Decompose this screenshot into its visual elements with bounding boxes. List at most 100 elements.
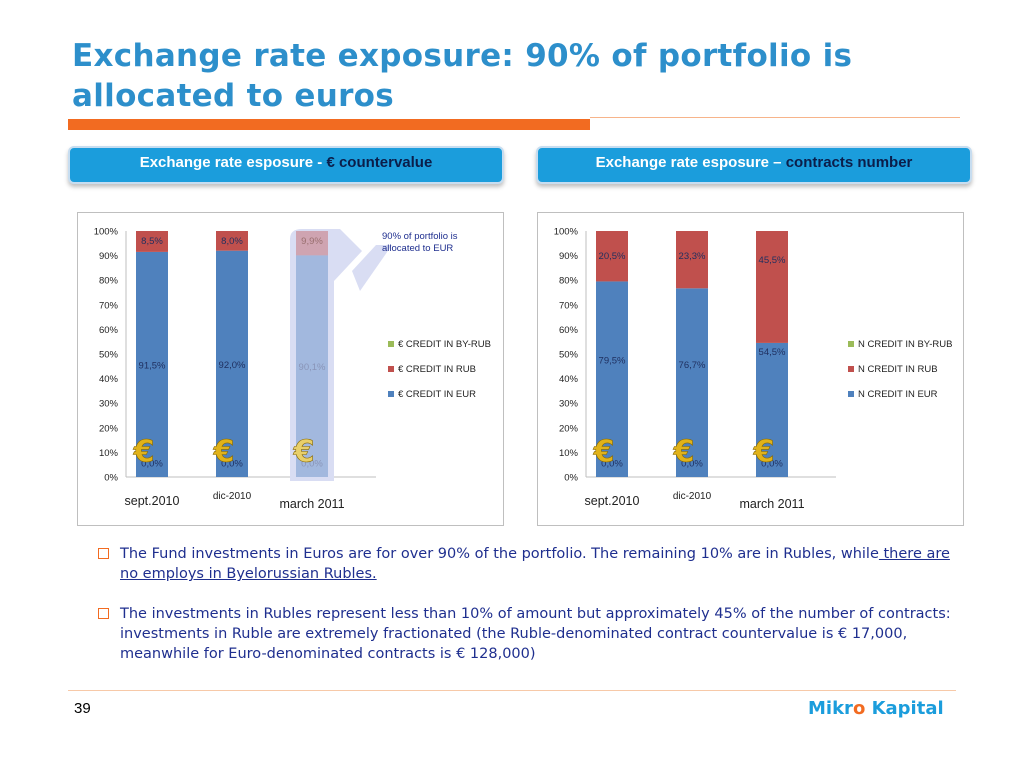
y-tick-label: 30% xyxy=(99,399,119,410)
bar--credit-in-eur xyxy=(296,255,328,477)
data-label-eur: 79,5% xyxy=(599,356,626,367)
y-tick-label: 20% xyxy=(559,423,579,434)
y-tick-label: 70% xyxy=(99,300,119,311)
data-label-eur: 54,5% xyxy=(759,347,786,358)
bar--credit-in-eur xyxy=(136,251,168,477)
title-underline xyxy=(68,119,590,130)
legend-label: € CREDIT IN RUB xyxy=(398,364,476,375)
y-tick-label: 60% xyxy=(99,325,119,336)
y-tick-label: 90% xyxy=(559,251,579,262)
legend-swatch xyxy=(848,366,854,372)
y-tick-label: 40% xyxy=(559,374,579,385)
bullet-text: The investments in Rubles represent less… xyxy=(120,606,951,662)
footer-divider xyxy=(68,690,956,691)
brand-text-2: Kapital xyxy=(865,698,944,719)
data-label-eur: 92,0% xyxy=(219,360,246,371)
chart-contracts: 0% 10% 20% 30% 40% 50% 60% 70% 80% 90% 100% 79,5% 20… xyxy=(537,212,964,526)
bar--credit-in-rub xyxy=(136,231,168,252)
euro-icon: € xyxy=(213,434,235,469)
bullet-square-icon xyxy=(98,608,109,619)
y-tick-label: 80% xyxy=(559,276,579,287)
legend-label: € CREDIT IN EUR xyxy=(398,389,476,400)
data-label-by-rub: 0,0% xyxy=(221,459,243,470)
tab-countervalue-bold: € countervalue xyxy=(326,154,433,171)
chart-countervalue: 0% 10% 20% 30% 40% 50% 60% 70% 80% 90% 100% 91,5% 8,… xyxy=(77,212,504,526)
category-label: sept.2010 xyxy=(585,494,640,508)
data-label-rub: 8,0% xyxy=(221,236,243,247)
y-tick-label: 0% xyxy=(564,473,578,484)
data-label-eur: 91,5% xyxy=(139,360,166,371)
data-label-by-rub: 0,0% xyxy=(301,459,323,470)
tab-countervalue-lead: Exchange rate esposure - xyxy=(139,154,327,171)
bar-n-credit-in-rub xyxy=(756,231,788,343)
data-label-rub: 45,5% xyxy=(759,255,786,266)
bar--credit-in-rub xyxy=(216,231,248,251)
category-label: dic-2010 xyxy=(213,491,252,502)
page-number: 39 xyxy=(74,700,91,717)
data-label-by-rub: 0,0% xyxy=(761,459,783,470)
chart-contracts-svg: 0% 10% 20% 30% 40% 50% 60% 70% 80% 90% 100% 79,5% 20… xyxy=(554,227,953,512)
data-label-rub: 9,9% xyxy=(301,236,323,247)
legend-swatch xyxy=(848,341,854,347)
bullet-square-icon xyxy=(98,548,109,559)
bullet-item-euros: The Fund investments in Euros are for ov… xyxy=(98,544,958,584)
bar--credit-in-rub xyxy=(296,231,328,256)
title-underline-thin xyxy=(590,117,960,118)
euro-icon: € xyxy=(293,434,315,469)
legend-label: € CREDIT IN BY-RUB xyxy=(398,339,491,350)
tab-countervalue[interactable]: Exchange rate esposure - € countervalue xyxy=(68,146,504,184)
bar-n-credit-in-eur xyxy=(676,288,708,477)
bullet-item-rubles: The investments in Rubles represent less… xyxy=(98,604,958,664)
bullet-underlined-text: there are no employs in Byelorussian Rub… xyxy=(120,546,950,582)
data-label-rub: 20,5% xyxy=(599,251,626,262)
legend-swatch xyxy=(388,391,394,397)
legend-label: N CREDIT IN RUB xyxy=(858,364,938,375)
y-tick-label: 70% xyxy=(559,300,579,311)
tab-contracts-lead: Exchange rate esposure – xyxy=(595,154,786,171)
y-tick-label: 80% xyxy=(99,276,119,287)
tab-contracts-bold: contracts number xyxy=(785,154,913,171)
y-tick-label: 100% xyxy=(554,227,579,238)
annotation-text: allocated to EUR xyxy=(382,243,453,254)
data-label-rub: 8,5% xyxy=(141,236,163,247)
data-label-eur: 76,7% xyxy=(679,360,706,371)
data-label-by-rub: 0,0% xyxy=(601,459,623,470)
tab-contracts-number[interactable]: Exchange rate esposure – contracts numbe… xyxy=(536,146,972,184)
bar-n-credit-in-eur xyxy=(596,281,628,477)
data-label-by-rub: 0,0% xyxy=(141,459,163,470)
bullet-text: The Fund investments in Euros are for ov… xyxy=(120,546,879,562)
y-tick-label: 20% xyxy=(99,423,119,434)
category-label: sept.2010 xyxy=(125,494,180,508)
euro-icon: € xyxy=(593,434,615,469)
bar-n-credit-in-eur xyxy=(756,342,788,477)
y-tick-label: 90% xyxy=(99,251,119,262)
y-tick-label: 30% xyxy=(559,399,579,410)
legend-label: N CREDIT IN BY-RUB xyxy=(858,339,953,350)
euro-icon: € xyxy=(133,434,155,469)
legend-swatch xyxy=(388,341,394,347)
slide-title: Exchange rate exposure: 90% of portfolio… xyxy=(72,38,853,114)
legend-swatch xyxy=(388,366,394,372)
category-label: dic-2010 xyxy=(673,491,712,502)
y-tick-label: 10% xyxy=(99,448,119,459)
y-tick-label: 60% xyxy=(559,325,579,336)
y-tick-label: 50% xyxy=(559,350,579,361)
euro-icon: € xyxy=(753,434,775,469)
y-tick-label: 10% xyxy=(559,448,579,459)
bar--credit-in-eur xyxy=(216,250,248,477)
brand-text-o: o xyxy=(852,698,866,719)
y-tick-label: 100% xyxy=(94,227,119,238)
category-label: march 2011 xyxy=(739,497,804,511)
y-tick-label: 50% xyxy=(99,350,119,361)
euro-icon: € xyxy=(673,434,695,469)
bar-n-credit-in-rub xyxy=(596,231,628,282)
brand-logo: Mikro Kapital xyxy=(808,698,944,719)
highlight-band xyxy=(290,229,362,481)
highlight-pointer xyxy=(352,245,392,291)
data-label-by-rub: 0,0% xyxy=(681,459,703,470)
y-tick-label: 40% xyxy=(99,374,119,385)
chart-countervalue-svg: 0% 10% 20% 30% 40% 50% 60% 70% 80% 90% 100% 91,5% 8,… xyxy=(94,227,491,512)
annotation-text: 90% of portfolio is xyxy=(382,231,458,242)
category-label: march 2011 xyxy=(279,497,344,511)
bar-n-credit-in-rub xyxy=(676,231,708,289)
